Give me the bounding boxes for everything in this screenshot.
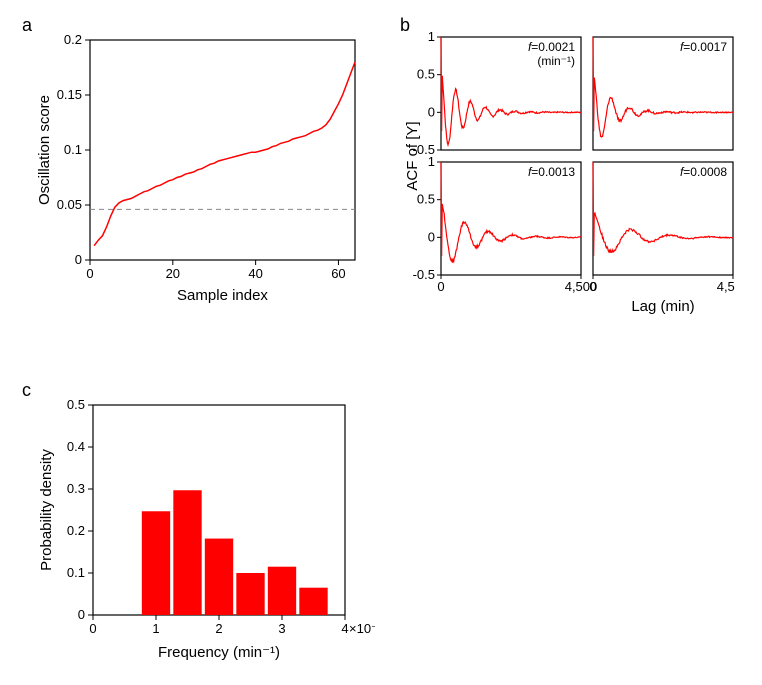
svg-text:0.1: 0.1 <box>67 565 85 580</box>
svg-text:f=0.0021: f=0.0021 <box>528 40 575 54</box>
svg-text:0: 0 <box>86 266 93 281</box>
svg-text:0.1: 0.1 <box>64 142 82 157</box>
svg-text:20: 20 <box>166 266 180 281</box>
svg-text:×10⁻³: ×10⁻³ <box>349 621 375 636</box>
svg-text:(min⁻¹): (min⁻¹) <box>537 54 575 68</box>
svg-text:2: 2 <box>215 621 222 636</box>
svg-text:4,500: 4,500 <box>717 279 735 294</box>
svg-text:4: 4 <box>341 621 348 636</box>
svg-text:0: 0 <box>75 252 82 267</box>
svg-text:f=0.0017: f=0.0017 <box>680 40 727 54</box>
svg-text:Frequency (min⁻¹): Frequency (min⁻¹) <box>158 644 280 661</box>
svg-text:Lag (min): Lag (min) <box>631 298 694 315</box>
svg-text:-0.5: -0.5 <box>413 267 435 282</box>
svg-text:60: 60 <box>331 266 345 281</box>
svg-text:40: 40 <box>248 266 262 281</box>
svg-text:0.5: 0.5 <box>67 397 85 412</box>
svg-text:Probability density: Probability density <box>38 449 55 571</box>
svg-text:1: 1 <box>428 154 435 169</box>
svg-text:1: 1 <box>428 29 435 44</box>
svg-text:0.5: 0.5 <box>417 67 435 82</box>
svg-text:0: 0 <box>589 279 596 294</box>
svg-text:0.05: 0.05 <box>57 197 82 212</box>
svg-text:f=0.0013: f=0.0013 <box>528 165 575 179</box>
panel-a-chart: 0 20 40 60 0 0.05 0.1 0.15 0.2 Sample index Oscill… <box>35 25 375 325</box>
svg-text:3: 3 <box>278 621 285 636</box>
svg-text:Oscillation score: Oscillation score <box>36 95 53 205</box>
svg-text:0.15: 0.15 <box>57 87 82 102</box>
panel-b-chart: ACF of [Y]Lag (min)-0.500.51f=0.0021(min… <box>405 25 735 325</box>
svg-text:0.2: 0.2 <box>67 523 85 538</box>
svg-text:1: 1 <box>152 621 159 636</box>
svg-text:0.5: 0.5 <box>417 192 435 207</box>
svg-text:0.3: 0.3 <box>67 481 85 496</box>
svg-text:0: 0 <box>428 229 435 244</box>
svg-text:f=0.0008: f=0.0008 <box>680 165 727 179</box>
svg-text:Sample index: Sample index <box>177 287 268 304</box>
panel-c-label: c <box>22 380 31 401</box>
panel-c-chart: 0 1 2 3 4 0 0.1 0.2 0.3 0.4 0.5 Frequency (min⁻¹) ×1… <box>35 390 375 680</box>
panel-a-label: a <box>22 15 32 36</box>
svg-text:0: 0 <box>437 279 444 294</box>
svg-text:0.4: 0.4 <box>67 439 85 454</box>
svg-text:0: 0 <box>89 621 96 636</box>
svg-text:0.2: 0.2 <box>64 32 82 47</box>
svg-text:0: 0 <box>428 104 435 119</box>
svg-text:0: 0 <box>78 607 85 622</box>
